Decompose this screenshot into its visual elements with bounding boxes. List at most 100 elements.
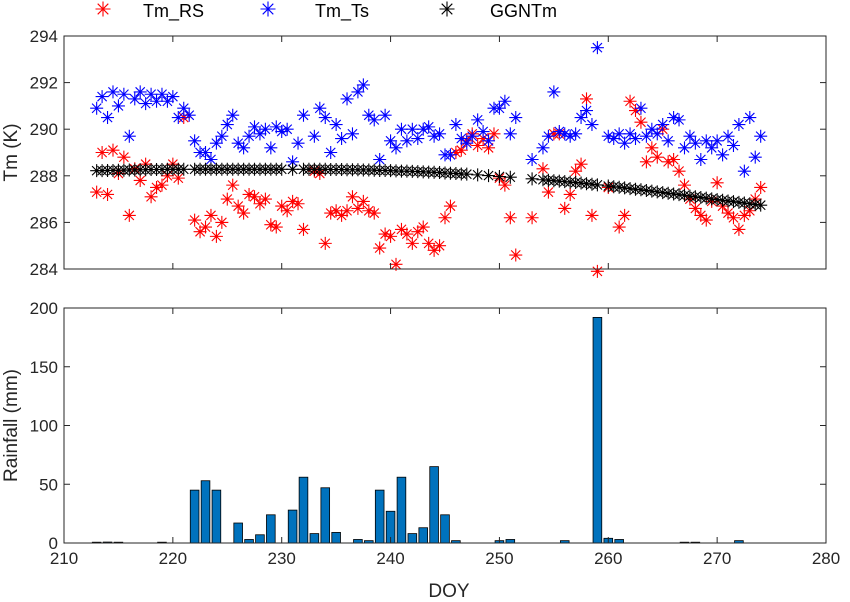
point-ggntm (590, 178, 604, 192)
point-tm-ts (204, 152, 218, 166)
rainfall-bar (592, 316, 603, 544)
rainfall-bar (244, 539, 254, 544)
point-tm-rs (171, 171, 185, 185)
point-tm-ts (324, 146, 338, 159)
series-ggntm (90, 162, 768, 212)
point-tm-rs (471, 139, 485, 153)
point-ggntm (656, 186, 670, 200)
point-tm-ts (737, 164, 751, 178)
point-tm-rs (612, 220, 626, 234)
point-ggntm (601, 179, 615, 193)
rainfall-bar (189, 489, 200, 544)
point-tm-ts (264, 141, 278, 155)
point-tm-ts (639, 129, 653, 143)
point-tm-ts (389, 141, 403, 155)
rainfall-bar (440, 514, 450, 544)
point-ggntm (748, 197, 762, 211)
point-tm-rs (580, 92, 594, 106)
point-tm-ts (580, 104, 594, 118)
point-ggntm (585, 177, 599, 191)
point-tm-rs (160, 169, 174, 183)
point-tm-ts (672, 113, 686, 127)
point-tm-ts (710, 134, 724, 148)
point-tm-rs (95, 146, 109, 159)
point-tm-ts (607, 132, 621, 146)
point-tm-ts (574, 111, 588, 125)
point-ggntm (645, 184, 659, 198)
point-tm-ts (443, 148, 457, 162)
point-tm-ts (177, 101, 191, 115)
point-tm-rs (710, 176, 724, 190)
point-tm-ts (90, 101, 104, 115)
point-tm-ts (492, 101, 506, 115)
rainfall-bar-plot: 0 50 100 150 200 210 220 230 240 250 260 270 280 Rai… (1, 299, 840, 602)
doy-x-tick-label: 270 (703, 549, 731, 568)
point-ggntm (503, 170, 517, 184)
point-tm-rs (122, 208, 136, 222)
point-ggntm (618, 181, 632, 195)
point-ggntm (275, 162, 289, 176)
point-tm-rs (253, 197, 267, 211)
point-tm-rs (193, 225, 207, 239)
tm-y-tick-label: 292 (30, 74, 58, 93)
rainfall-bar (298, 476, 309, 544)
point-tm-ts (269, 120, 283, 134)
point-tm-rs (536, 162, 550, 176)
point-tm-ts (699, 134, 713, 148)
point-tm-rs (443, 199, 457, 213)
point-tm-rs (340, 204, 354, 218)
point-tm-ts (101, 111, 115, 125)
point-tm-ts (547, 85, 561, 99)
point-tm-rs (449, 146, 463, 159)
point-tm-rs (699, 213, 713, 227)
point-tm-ts (465, 129, 479, 143)
doy-x-tick-label: 230 (268, 549, 296, 568)
point-tm-rs (356, 194, 370, 208)
point-ggntm (650, 185, 664, 199)
point-tm-rs (416, 220, 430, 234)
tm-y-axis-label: Tm (K) (1, 123, 22, 181)
point-tm-ts (541, 129, 555, 143)
point-tm-rs (117, 150, 131, 164)
point-tm-rs (101, 187, 115, 201)
point-tm-ts (688, 136, 702, 150)
point-ggntm (694, 190, 708, 204)
point-tm-rs (231, 199, 245, 213)
point-tm-ts (416, 122, 430, 136)
series-tm-ts (90, 41, 768, 178)
point-tm-rs (258, 192, 272, 206)
rainfall-bar (429, 466, 439, 544)
tm-y-tick-label: 284 (30, 260, 58, 279)
point-tm-ts (716, 148, 730, 162)
point-tm-ts (188, 134, 202, 148)
point-ggntm (732, 195, 746, 209)
point-tm-ts (128, 92, 142, 106)
legend-star-tm-rs (95, 1, 111, 17)
point-tm-rs (503, 211, 517, 225)
point-tm-ts (400, 134, 414, 148)
point-tm-rs (367, 206, 381, 220)
point-tm-rs (155, 178, 169, 192)
tm-y-tick-label: 294 (30, 27, 58, 46)
point-tm-rs (677, 178, 691, 192)
point-tm-ts (356, 78, 370, 92)
rainfall-bar (331, 532, 341, 544)
point-tm-rs (454, 143, 468, 157)
point-tm-rs (525, 211, 539, 225)
point-tm-ts (242, 129, 256, 143)
doy-x-tick-label: 260 (594, 549, 622, 568)
point-tm-ts (351, 85, 365, 99)
point-tm-rs (618, 208, 632, 222)
point-tm-ts (569, 127, 583, 141)
point-tm-rs (726, 211, 740, 225)
legend: Tm_RS Tm_Ts GGNTm (95, 1, 557, 22)
point-tm-ts (220, 118, 234, 132)
point-tm-ts (623, 127, 637, 141)
point-tm-ts (732, 118, 746, 132)
point-tm-rs (199, 220, 213, 234)
rainfall-bar (266, 514, 276, 544)
point-ggntm (525, 172, 539, 186)
point-tm-rs (291, 197, 305, 211)
point-tm-ts (95, 90, 109, 104)
point-tm-rs (743, 204, 757, 218)
